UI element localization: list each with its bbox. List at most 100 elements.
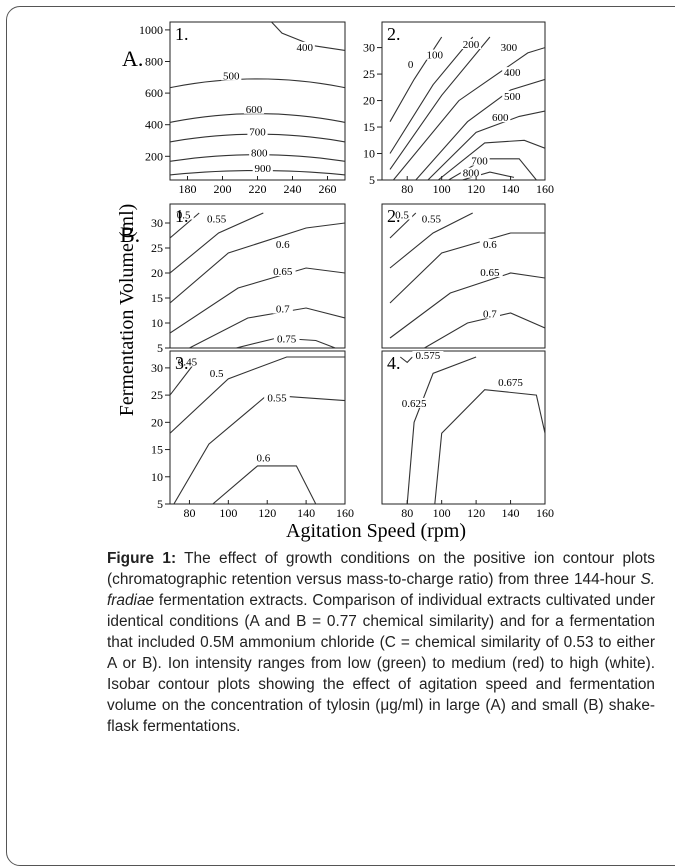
contour-lines: 0.5 0.55 0.6 0.65 0.7 0.75 (170, 209, 345, 348)
contour-lines: 0.45 0.5 0.55 0.6 (170, 356, 345, 504)
panel-border (169, 350, 346, 505)
contour-line (170, 212, 200, 239)
contour-level-label: 0.55 (422, 214, 442, 226)
y-tick-label: 30 (151, 216, 163, 230)
contour-label-bg (391, 209, 413, 220)
contour-label-bg (264, 392, 290, 403)
x-tick-label: 120 (467, 506, 485, 520)
y-tick-label: 10 (363, 147, 375, 161)
panel-border (381, 350, 546, 505)
contour-line (389, 272, 545, 339)
contour-panel-b-2: 0.5 0.55 0.6 0.65 0.7 2. (381, 203, 546, 349)
contour-label-bg (502, 90, 523, 101)
contour-level-label: 0.45 (178, 357, 198, 369)
contour-label-bg (460, 167, 482, 178)
x-tick-label: 80 (401, 506, 413, 520)
x-tick-label: 140 (502, 182, 520, 196)
contour-level-label: 0.7 (276, 304, 290, 316)
contour-line (212, 465, 317, 504)
y-tick-label: 20 (151, 266, 163, 280)
contour-label-bg (477, 267, 503, 277)
x-tick-label: 220 (249, 182, 267, 196)
contour-level-label: 200 (463, 39, 480, 51)
contour-label-bg (247, 126, 268, 137)
contour-label-bg (479, 239, 500, 249)
caption-species: S. fradiae (107, 571, 655, 609)
contour-level-label: 0.575 (416, 350, 441, 362)
x-tick-label: 100 (433, 182, 451, 196)
contour-line (170, 222, 345, 304)
y-tick-label: 400 (145, 118, 163, 132)
contour-level-label: 0.55 (267, 392, 287, 404)
y-tick-label: 10 (151, 470, 163, 484)
section-label-b: B. (120, 222, 140, 247)
contour-level-label: 0.675 (498, 377, 523, 389)
y-tick-label: 30 (151, 361, 163, 375)
panel-number: 3. (175, 353, 189, 373)
contour-level-label: 0.6 (256, 452, 270, 464)
contour-label-bg (412, 351, 444, 360)
y-tick-label: 5 (157, 497, 163, 511)
contour-line (406, 356, 477, 504)
panel-border (169, 203, 346, 349)
y-tick-label: 30 (363, 41, 375, 55)
contour-level-label: 400 (297, 42, 314, 54)
contour-label-bg (495, 377, 527, 388)
contour-label-bg (294, 41, 315, 52)
contour-label-bg (460, 39, 482, 50)
contour-line (170, 356, 345, 434)
contour-panel-a-1: 400 500 600 700 800 900 1. 180 200 220 240 260 200 40… (139, 21, 346, 196)
panel-border (381, 203, 546, 349)
contour-level-label: 600 (492, 112, 509, 124)
contour-level-label: 500 (223, 70, 240, 82)
contour-level-label: 700 (471, 156, 488, 168)
contour-level-label: 0.5 (395, 210, 409, 222)
y-tick-label: 25 (363, 67, 375, 81)
contour-level-label: 800 (251, 148, 268, 160)
contour-level-label: 0.6 (276, 239, 290, 251)
contour-level-label: 0.5 (177, 210, 191, 222)
contour-level-label: 0.55 (207, 214, 227, 226)
contour-label-bg (418, 213, 445, 224)
contour-line (389, 212, 473, 269)
caption-text-1: The effect of growth conditions on the p… (107, 550, 655, 588)
y-tick-label: 20 (363, 94, 375, 108)
contour-lines: 0.575 0.625 0.675 (398, 350, 545, 504)
y-tick-label: 200 (145, 149, 163, 163)
y-tick-label: 25 (151, 241, 163, 255)
contour-level-label: 700 (249, 126, 266, 138)
contour-level-label: 400 (504, 67, 521, 79)
contour-line (173, 394, 345, 504)
x-tick-label: 100 (219, 506, 237, 520)
contour-figure: A. B. Fermentation Volume (ml) Agitation… (116, 21, 554, 542)
x-tick-label: 100 (433, 506, 451, 520)
contour-label-bg (174, 356, 201, 367)
panel-number: 1. (175, 24, 189, 44)
y-tick-label: 15 (363, 120, 375, 134)
y-tick-label: 5 (157, 341, 163, 355)
contour-level-label: 0.65 (273, 266, 293, 278)
contour-label-bg (424, 49, 445, 60)
y-tick-label: 20 (151, 415, 163, 429)
x-tick-label: 160 (536, 182, 554, 196)
x-tick-label: 140 (502, 506, 520, 520)
y-tick-label: 15 (151, 443, 163, 457)
x-tick-label: 80 (401, 182, 413, 196)
contour-level-label: 0.75 (277, 334, 297, 346)
contour-label-bg (253, 452, 274, 463)
contour-line (389, 36, 491, 170)
y-axis-label: Fermentation Volume (ml) (116, 204, 138, 417)
contour-level-label: 0.65 (480, 267, 500, 279)
contour-line (170, 267, 345, 334)
contour-label-bg (269, 266, 296, 276)
contour-label-bg (221, 70, 242, 81)
y-tick-label: 15 (151, 291, 163, 305)
contour-line (415, 78, 545, 180)
contour-label-bg (398, 397, 430, 408)
x-tick-label: 260 (319, 182, 337, 196)
contour-line (399, 356, 413, 364)
x-tick-label: 120 (467, 182, 485, 196)
y-tick-label: 600 (145, 86, 163, 100)
contour-line (389, 36, 443, 122)
